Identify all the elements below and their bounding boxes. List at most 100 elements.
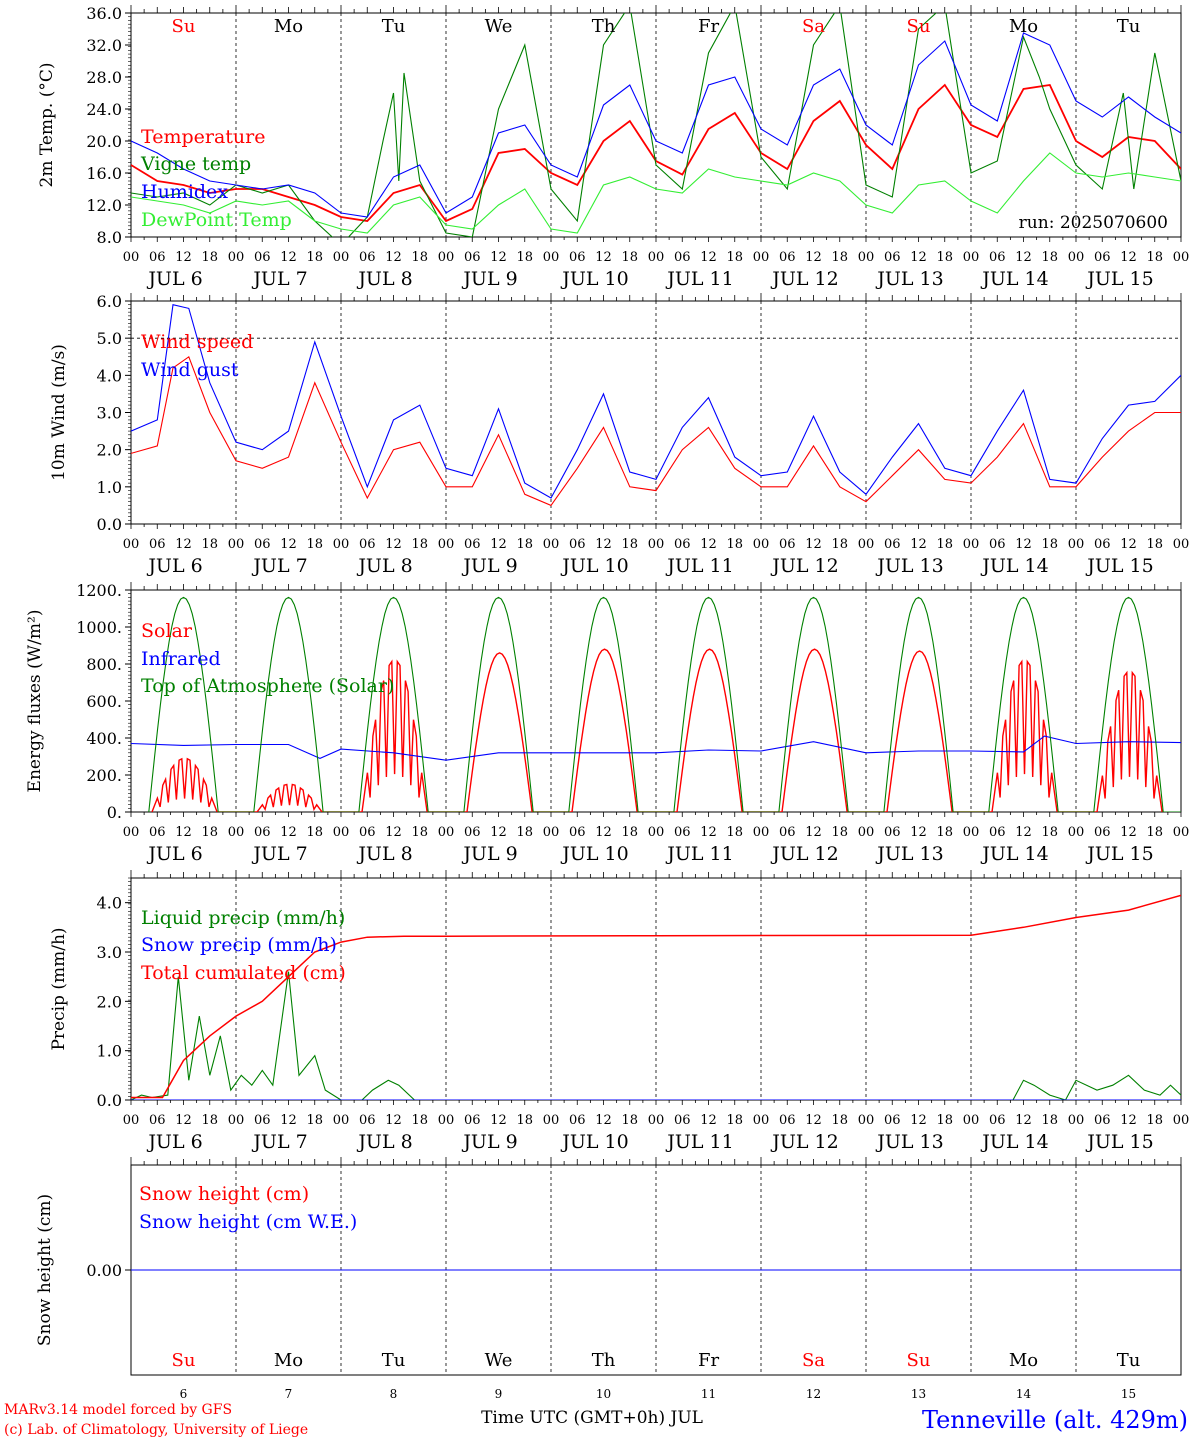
date-label: JUL 13 <box>875 1131 943 1153</box>
hour-label: 00 <box>858 825 875 840</box>
hour-label: 00 <box>963 1113 980 1128</box>
hour-label: 00 <box>1068 250 1085 265</box>
hour-label: 18 <box>1041 1113 1058 1128</box>
date-label: JUL 12 <box>770 1131 838 1153</box>
legend-entry: Snow height (cm W.E.) <box>139 1211 357 1233</box>
legend-entry: Top of Atmosphere (Solar) <box>141 675 394 697</box>
date-label: JUL 13 <box>875 268 943 290</box>
hour-label: 18 <box>726 537 743 552</box>
hour-label: 06 <box>359 1113 376 1128</box>
hour-label: 00 <box>438 1113 455 1128</box>
y-axis-label: Snow height (cm) <box>35 1194 55 1346</box>
day-name: Tu <box>1117 16 1141 37</box>
hour-label: 18 <box>516 1113 533 1128</box>
hour-label: 00 <box>858 250 875 265</box>
series-group <box>131 894 1181 1100</box>
y-tick-label: 28.0 <box>86 68 122 87</box>
hour-label: 00 <box>333 537 350 552</box>
hour-label: 18 <box>516 537 533 552</box>
day-name: We <box>485 1350 513 1371</box>
hour-label: 06 <box>989 537 1006 552</box>
model-credit: MARv3.14 model forced by GFS <box>4 1402 232 1418</box>
y-axis-label: Precip (mm/h) <box>49 927 69 1050</box>
hour-label: 18 <box>516 250 533 265</box>
y-tick-label: 600. <box>86 692 122 711</box>
hour-label: 18 <box>831 537 848 552</box>
hour-label: 12 <box>1120 250 1137 265</box>
hour-label: 06 <box>1094 250 1111 265</box>
hour-label: 06 <box>464 250 481 265</box>
plot-frame <box>130 12 1182 238</box>
hour-label: 06 <box>359 250 376 265</box>
legend-entry: Humidex <box>141 181 228 203</box>
hour-label: 06 <box>884 1113 901 1128</box>
hour-label: 00 <box>123 537 140 552</box>
hour-label: 12 <box>595 825 612 840</box>
top-ticks <box>130 5 1182 242</box>
series-top-of-atmosphere-solar-line <box>148 596 1181 812</box>
hour-label: 06 <box>464 825 481 840</box>
hour-label: 12 <box>910 250 927 265</box>
hour-label: 00 <box>858 1113 875 1128</box>
hour-label: 12 <box>175 1113 192 1128</box>
y-tick-label: 200. <box>86 766 122 785</box>
y-tick-label: 2.0 <box>97 441 122 460</box>
day-name: Sa <box>802 16 825 37</box>
y-tick-label: 0.00 <box>86 1261 122 1280</box>
hour-label: 00 <box>648 825 665 840</box>
y-tick-label: 36.0 <box>86 4 122 23</box>
date-label: JUL 9 <box>461 555 517 577</box>
date-label: JUL 8 <box>356 555 412 577</box>
day-number: 8 <box>390 1387 398 1401</box>
legend-entry: Temperature <box>141 126 265 148</box>
hour-label: 18 <box>1146 537 1163 552</box>
day-name: Fr <box>698 16 719 37</box>
hour-label: 18 <box>306 1113 323 1128</box>
day-name: Su <box>907 16 931 37</box>
hour-label: 12 <box>910 825 927 840</box>
y-tick-label: 1200. <box>76 581 122 600</box>
hour-label: 12 <box>700 825 717 840</box>
hour-label: 00 <box>1173 250 1190 265</box>
hour-label: 12 <box>805 1113 822 1128</box>
hour-label: 06 <box>1094 537 1111 552</box>
date-label: JUL 7 <box>251 1131 307 1153</box>
hour-label: 18 <box>201 1113 218 1128</box>
hour-label: 18 <box>411 825 428 840</box>
hour-label: 00 <box>543 537 560 552</box>
hour-label: 18 <box>726 250 743 265</box>
date-label: JUL 7 <box>251 268 307 290</box>
run-label: run: 2025070600 <box>1019 213 1168 233</box>
date-label: JUL 11 <box>665 555 733 577</box>
hour-label: 18 <box>936 1113 953 1128</box>
hour-label: 12 <box>595 537 612 552</box>
hour-label: 00 <box>1173 1113 1190 1128</box>
hour-label: 06 <box>569 1113 586 1128</box>
hour-label: 06 <box>254 537 271 552</box>
hour-label: 00 <box>123 250 140 265</box>
hour-label: 06 <box>149 1113 166 1128</box>
day-number: 13 <box>911 1387 926 1401</box>
legend-entry: Liquid precip (mm/h) <box>141 907 345 929</box>
date-label: JUL 13 <box>875 843 943 865</box>
hour-label: 18 <box>726 1113 743 1128</box>
hour-label: 18 <box>201 537 218 552</box>
hour-label: 18 <box>411 250 428 265</box>
hour-label: 12 <box>490 1113 507 1128</box>
hour-label: 18 <box>1041 537 1058 552</box>
day-number: 9 <box>495 1387 503 1401</box>
y-axis-label: 2m Temp. (°C) <box>37 62 57 187</box>
date-label: JUL 14 <box>980 843 1048 865</box>
lab-credit: (c) Lab. of Climatology, University of L… <box>4 1422 308 1438</box>
hour-label: 12 <box>595 1113 612 1128</box>
series-wind-speed-line <box>131 355 1181 507</box>
date-label: JUL 11 <box>665 268 733 290</box>
hour-label: 12 <box>175 537 192 552</box>
hour-label: 00 <box>753 825 770 840</box>
hour-label: 18 <box>831 1113 848 1128</box>
series-humidex-line <box>131 32 1181 218</box>
y-tick-label: 20.0 <box>86 132 122 151</box>
legend-entry: Snow precip (mm/h) <box>141 934 337 956</box>
y-axis-label: Energy fluxes (W/m²) <box>25 610 45 793</box>
